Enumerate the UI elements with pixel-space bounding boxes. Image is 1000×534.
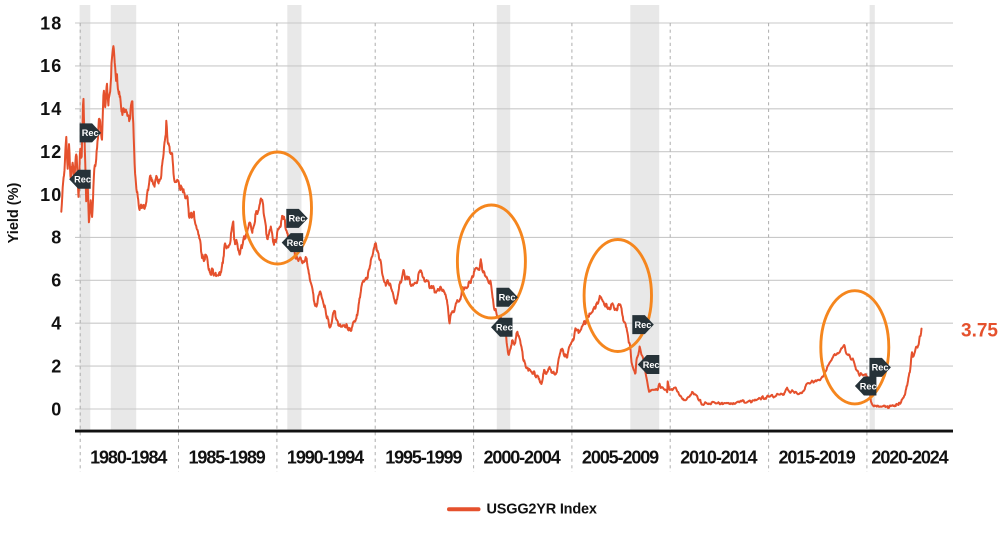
svg-text:USGG2YR Index: USGG2YR Index — [487, 502, 597, 518]
svg-text:2000-2004: 2000-2004 — [484, 447, 561, 467]
svg-text:Rec: Rec — [860, 381, 877, 391]
svg-text:18: 18 — [40, 13, 62, 33]
svg-text:Rec: Rec — [635, 320, 652, 330]
svg-text:3.75: 3.75 — [961, 321, 998, 342]
svg-text:6: 6 — [51, 271, 62, 291]
svg-text:0: 0 — [51, 399, 62, 419]
svg-text:Rec: Rec — [82, 128, 99, 138]
svg-text:Rec: Rec — [872, 363, 889, 373]
svg-text:12: 12 — [40, 142, 62, 162]
svg-text:Yield (%): Yield (%) — [6, 182, 22, 243]
svg-text:10: 10 — [40, 185, 62, 205]
svg-text:2015-2019: 2015-2019 — [779, 447, 856, 467]
svg-text:2005-2009: 2005-2009 — [582, 447, 659, 467]
svg-text:Rec: Rec — [289, 214, 306, 224]
svg-text:1990-1994: 1990-1994 — [287, 447, 364, 467]
svg-text:2: 2 — [51, 356, 62, 376]
svg-text:1980-1984: 1980-1984 — [90, 447, 167, 467]
svg-text:Rec: Rec — [643, 360, 660, 370]
svg-text:Rec: Rec — [499, 293, 516, 303]
svg-text:Rec: Rec — [74, 175, 91, 185]
svg-text:2010-2014: 2010-2014 — [680, 447, 757, 467]
svg-text:1985-1989: 1985-1989 — [189, 447, 266, 467]
svg-text:16: 16 — [40, 56, 62, 76]
svg-text:14: 14 — [40, 99, 62, 119]
svg-text:8: 8 — [51, 228, 62, 248]
svg-text:4: 4 — [51, 314, 62, 334]
svg-text:Rec: Rec — [287, 238, 304, 248]
svg-text:Rec: Rec — [496, 323, 513, 333]
svg-text:1995-1999: 1995-1999 — [385, 447, 462, 467]
svg-text:2020-2024: 2020-2024 — [871, 447, 948, 467]
